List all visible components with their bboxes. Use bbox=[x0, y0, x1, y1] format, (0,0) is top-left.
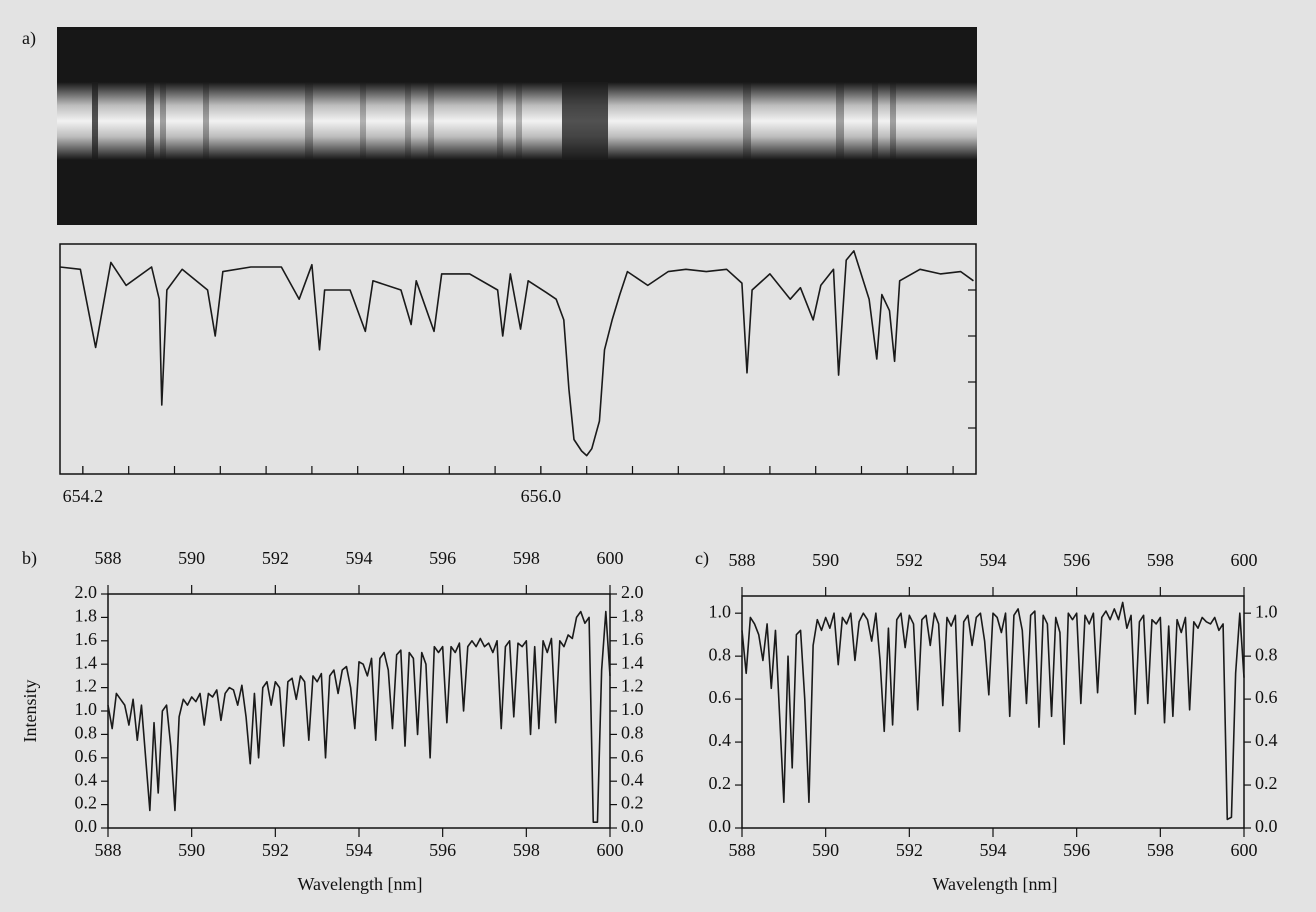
x-tick-label-top: 590 bbox=[178, 548, 205, 568]
y-tick-label-right: 0.2 bbox=[621, 793, 644, 813]
x-tick-label: 590 bbox=[812, 840, 839, 860]
y-tick-label-right: 1.0 bbox=[1255, 601, 1278, 621]
y-tick-label: 0.8 bbox=[709, 644, 732, 664]
x-axis-label: Wavelength [nm] bbox=[932, 874, 1057, 894]
x-tick-label-top: 590 bbox=[812, 550, 839, 570]
x-tick-label: 588 bbox=[95, 840, 122, 860]
y-tick-label: 1.2 bbox=[75, 676, 98, 696]
x-tick-label: 598 bbox=[513, 840, 540, 860]
panel-label: b) bbox=[22, 548, 37, 569]
x-tick-label: 588 bbox=[729, 840, 756, 860]
x-tick-label: 594 bbox=[346, 840, 373, 860]
y-tick-label: 1.6 bbox=[75, 629, 98, 649]
y-tick-label-right: 0.4 bbox=[621, 769, 644, 789]
y-tick-label: 0.6 bbox=[709, 687, 732, 707]
y-tick-label-right: 0.8 bbox=[1255, 644, 1278, 664]
y-axis-label: Intensity bbox=[20, 680, 40, 743]
y-tick-label: 1.0 bbox=[709, 601, 732, 621]
x-tick-label: 596 bbox=[429, 840, 456, 860]
x-tick-label-top: 598 bbox=[1147, 550, 1174, 570]
panel-label: a) bbox=[22, 28, 36, 49]
y-tick-label-right: 0.0 bbox=[621, 816, 644, 836]
y-tick-label: 0.0 bbox=[75, 816, 98, 836]
y-tick-label: 0.8 bbox=[75, 723, 98, 743]
y-tick-label-right: 0.8 bbox=[621, 723, 644, 743]
plot-frame bbox=[59, 243, 977, 475]
y-tick-label-right: 1.6 bbox=[621, 629, 644, 649]
y-tick-label: 0.0 bbox=[709, 816, 732, 836]
x-tick-label: 596 bbox=[1063, 840, 1090, 860]
x-tick-label-top: 600 bbox=[597, 548, 624, 568]
x-tick-label: 592 bbox=[262, 840, 289, 860]
y-tick-label-right: 0.6 bbox=[1255, 687, 1278, 707]
x-tick-label-top: 596 bbox=[1063, 550, 1090, 570]
x-tick-label-top: 596 bbox=[429, 548, 456, 568]
spectrum-line bbox=[59, 250, 974, 457]
x-tick-label: 600 bbox=[597, 840, 624, 860]
panel-label: c) bbox=[695, 548, 709, 569]
y-tick-label-right: 0.2 bbox=[1255, 773, 1278, 793]
x-tick-label: 600 bbox=[1231, 840, 1258, 860]
x-tick-label: 598 bbox=[1147, 840, 1174, 860]
spectrum-line bbox=[741, 601, 1245, 821]
x-tick-label: 654.2 bbox=[63, 486, 104, 506]
y-tick-label-right: 1.0 bbox=[621, 699, 644, 719]
y-tick-label-right: 0.6 bbox=[621, 746, 644, 766]
spectrum-photo bbox=[57, 27, 977, 225]
spectrum-line bbox=[107, 610, 611, 823]
x-tick-label-top: 588 bbox=[729, 550, 756, 570]
y-tick-label-right: 2.0 bbox=[621, 582, 644, 602]
y-tick-label: 0.4 bbox=[75, 769, 98, 789]
y-tick-label: 2.0 bbox=[75, 582, 98, 602]
y-tick-label: 0.4 bbox=[709, 730, 732, 750]
x-axis-label: Wavelength [nm] bbox=[297, 874, 422, 894]
y-tick-label: 1.8 bbox=[75, 606, 98, 626]
y-tick-label-right: 0.4 bbox=[1255, 730, 1278, 750]
y-tick-label: 0.6 bbox=[75, 746, 98, 766]
x-tick-label-top: 600 bbox=[1231, 550, 1258, 570]
x-tick-label: 594 bbox=[980, 840, 1007, 860]
x-tick-label: 590 bbox=[178, 840, 205, 860]
x-tick-label: 592 bbox=[896, 840, 923, 860]
x-tick-label-top: 594 bbox=[346, 548, 373, 568]
x-tick-label: 656.0 bbox=[521, 486, 562, 506]
x-tick-label-top: 588 bbox=[95, 548, 122, 568]
x-tick-label-top: 598 bbox=[513, 548, 540, 568]
y-tick-label-right: 1.4 bbox=[621, 652, 644, 672]
y-tick-label: 1.4 bbox=[75, 652, 98, 672]
y-tick-label-right: 0.0 bbox=[1255, 816, 1278, 836]
y-tick-label-right: 1.8 bbox=[621, 606, 644, 626]
y-tick-label: 0.2 bbox=[709, 773, 732, 793]
x-tick-label-top: 592 bbox=[262, 548, 289, 568]
x-tick-label-top: 594 bbox=[980, 550, 1007, 570]
y-tick-label: 1.0 bbox=[75, 699, 98, 719]
y-tick-label: 0.2 bbox=[75, 793, 98, 813]
y-tick-label-right: 1.2 bbox=[621, 676, 644, 696]
x-tick-label-top: 592 bbox=[896, 550, 923, 570]
